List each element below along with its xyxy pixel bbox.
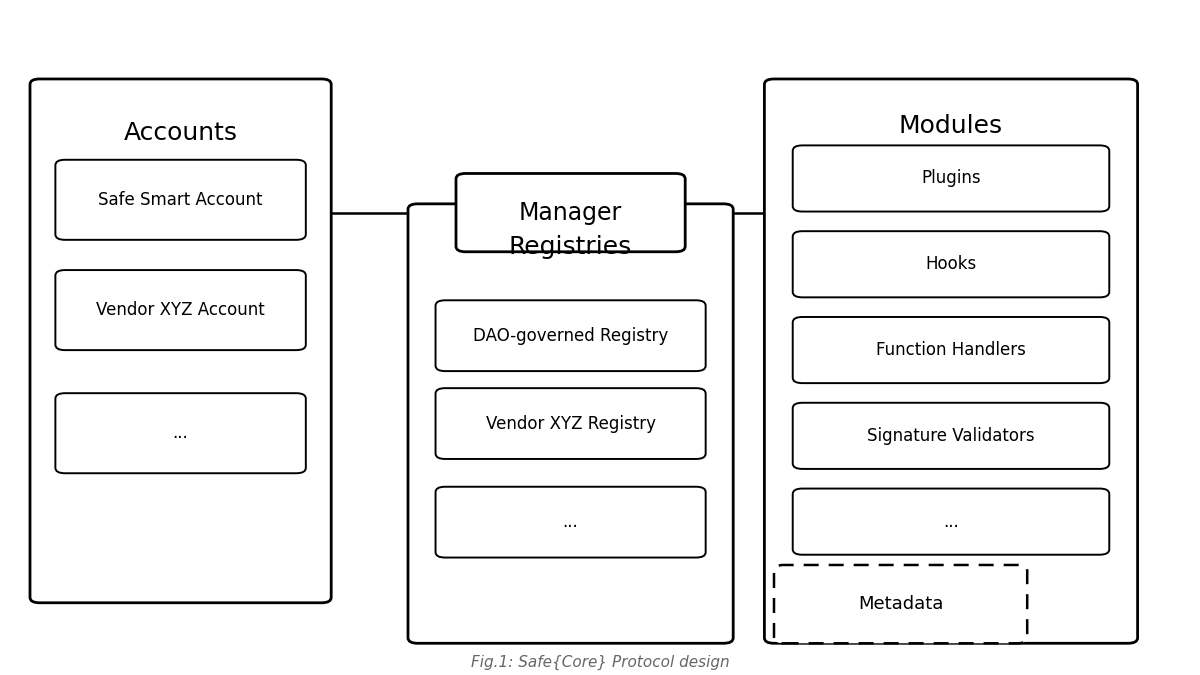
- Text: ...: ...: [943, 512, 959, 531]
- Text: Function Handlers: Function Handlers: [876, 341, 1026, 359]
- FancyBboxPatch shape: [793, 489, 1109, 555]
- FancyBboxPatch shape: [793, 231, 1109, 297]
- Text: Modules: Modules: [899, 114, 1003, 138]
- Text: Accounts: Accounts: [124, 121, 238, 145]
- Text: Plugins: Plugins: [922, 169, 980, 188]
- FancyBboxPatch shape: [55, 270, 306, 350]
- Text: DAO-governed Registry: DAO-governed Registry: [473, 327, 668, 345]
- FancyBboxPatch shape: [55, 160, 306, 240]
- FancyBboxPatch shape: [774, 565, 1027, 643]
- FancyBboxPatch shape: [30, 79, 331, 603]
- Text: Registries: Registries: [509, 235, 632, 259]
- FancyBboxPatch shape: [436, 300, 706, 371]
- Text: Vendor XYZ Registry: Vendor XYZ Registry: [486, 414, 655, 433]
- FancyBboxPatch shape: [456, 173, 685, 252]
- FancyBboxPatch shape: [436, 388, 706, 459]
- Text: Safe Smart Account: Safe Smart Account: [98, 191, 263, 209]
- Text: Signature Validators: Signature Validators: [868, 427, 1034, 445]
- Text: ...: ...: [563, 513, 578, 531]
- FancyBboxPatch shape: [793, 145, 1109, 211]
- Text: ...: ...: [173, 424, 188, 442]
- FancyBboxPatch shape: [793, 317, 1109, 383]
- Text: Vendor XYZ Account: Vendor XYZ Account: [96, 301, 265, 319]
- Text: Metadata: Metadata: [858, 595, 943, 613]
- FancyBboxPatch shape: [764, 79, 1138, 643]
- FancyBboxPatch shape: [793, 403, 1109, 469]
- FancyBboxPatch shape: [55, 393, 306, 473]
- Text: Manager: Manager: [518, 200, 623, 225]
- FancyBboxPatch shape: [436, 487, 706, 558]
- FancyBboxPatch shape: [408, 204, 733, 643]
- Text: Hooks: Hooks: [925, 255, 977, 273]
- Text: Fig.1: Safe{Core} Protocol design: Fig.1: Safe{Core} Protocol design: [470, 654, 730, 670]
